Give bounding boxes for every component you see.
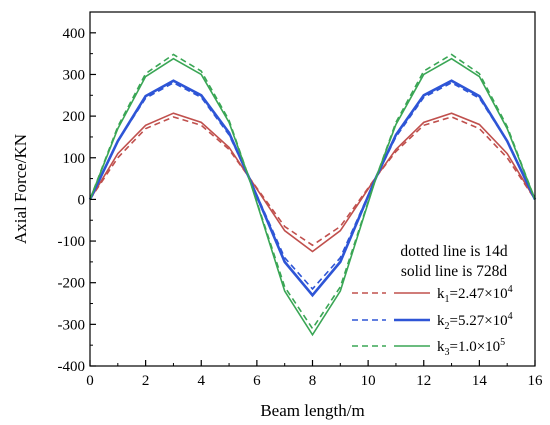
x-tick-label: 0 [86, 373, 94, 389]
y-tick-label: -200 [58, 276, 86, 292]
y-tick-label: 100 [63, 151, 86, 167]
series-2-dotted-line [89, 81, 536, 291]
x-tick-label: 12 [416, 373, 431, 389]
y-tick-label: 400 [63, 26, 86, 42]
series-3-dotted-line [89, 53, 536, 330]
y-axis-ticks: -400 -300 -200 -100 0 100 200 300 400 [58, 26, 96, 375]
x-tick-label: 16 [528, 373, 544, 389]
annotation-dotted-line: dotted line is 14d [400, 243, 507, 260]
y-tick-label: 300 [63, 67, 86, 83]
series-1-dotted-line [89, 116, 536, 247]
series-1-solid-line [89, 112, 536, 253]
plot-lines [88, 53, 537, 337]
y-tick-label: -100 [58, 234, 86, 250]
legend-3-label: k3=1.0×105 [437, 337, 505, 358]
x-tick-label: 8 [309, 373, 317, 389]
y-tick-label: -300 [58, 317, 86, 333]
x-tick-label: 10 [361, 373, 376, 389]
series-2-solid-line [88, 79, 537, 298]
series-3-solid-line [89, 57, 536, 337]
x-axis-title: Beam length/m [260, 401, 364, 420]
x-tick-label: 2 [142, 373, 150, 389]
legend-2-label: k2=5.27×104 [437, 311, 513, 332]
y-tick-label: -400 [58, 359, 86, 375]
legend: k1=2.47×104 k2=5.27×104 k3=1.0×105 [352, 284, 513, 358]
legend-1-label: k1=2.47×104 [437, 284, 513, 305]
x-tick-label: 6 [253, 373, 261, 389]
y-tick-label: 0 [78, 192, 86, 208]
x-tick-label: 4 [198, 373, 206, 389]
x-axis-ticks: 0 2 4 6 8 10 12 14 16 [86, 360, 543, 389]
x-tick-label: 14 [472, 373, 488, 389]
y-tick-label: 200 [63, 109, 86, 125]
y-axis-title: Axial Force/KN [11, 134, 30, 244]
annotation-solid-line: solid line is 728d [401, 263, 508, 280]
